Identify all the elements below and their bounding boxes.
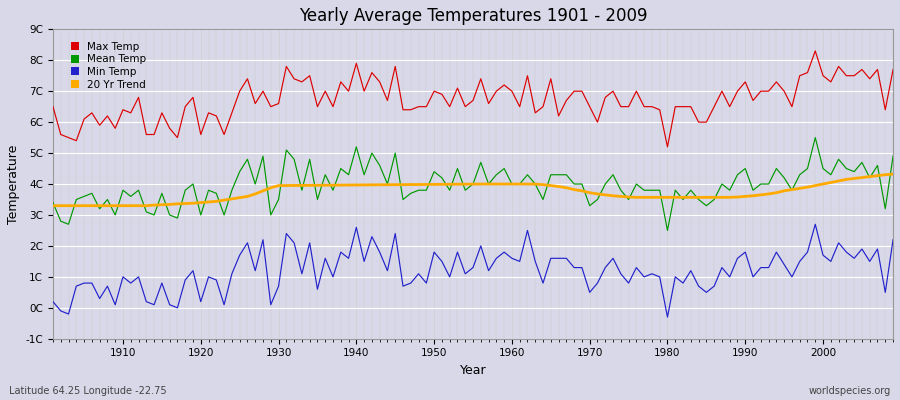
Y-axis label: Temperature: Temperature bbox=[7, 144, 20, 224]
Text: worldspecies.org: worldspecies.org bbox=[809, 386, 891, 396]
Text: Latitude 64.25 Longitude -22.75: Latitude 64.25 Longitude -22.75 bbox=[9, 386, 166, 396]
Title: Yearly Average Temperatures 1901 - 2009: Yearly Average Temperatures 1901 - 2009 bbox=[299, 7, 647, 25]
Legend: Max Temp, Mean Temp, Min Temp, 20 Yr Trend: Max Temp, Mean Temp, Min Temp, 20 Yr Tre… bbox=[67, 38, 150, 94]
X-axis label: Year: Year bbox=[460, 364, 486, 377]
